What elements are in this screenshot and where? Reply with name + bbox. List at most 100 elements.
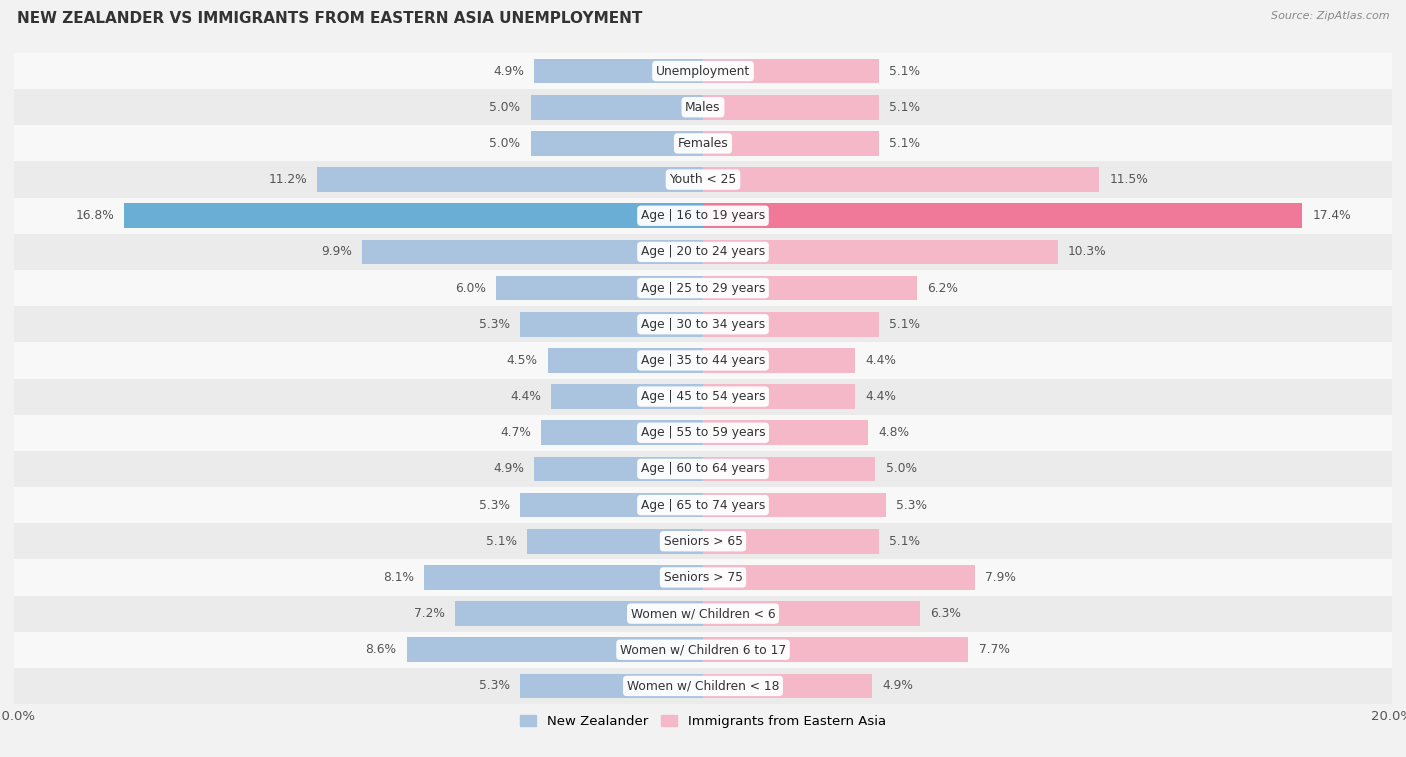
Text: 5.0%: 5.0%: [489, 137, 520, 150]
Bar: [14, 596, 1392, 631]
Text: 6.3%: 6.3%: [931, 607, 962, 620]
Bar: [14, 126, 1392, 161]
Text: Age | 45 to 54 years: Age | 45 to 54 years: [641, 390, 765, 403]
Bar: [14, 53, 1392, 89]
Text: 8.6%: 8.6%: [366, 643, 396, 656]
Bar: [703, 420, 869, 445]
Bar: [703, 348, 855, 372]
Text: Seniors > 75: Seniors > 75: [664, 571, 742, 584]
Text: Females: Females: [678, 137, 728, 150]
Text: 5.1%: 5.1%: [889, 64, 920, 77]
Text: 5.3%: 5.3%: [479, 680, 510, 693]
Bar: [520, 312, 703, 337]
Bar: [124, 204, 703, 228]
Bar: [520, 674, 703, 698]
Bar: [534, 59, 703, 83]
Text: 16.8%: 16.8%: [75, 209, 114, 223]
Text: 4.7%: 4.7%: [501, 426, 531, 439]
Text: Age | 35 to 44 years: Age | 35 to 44 years: [641, 354, 765, 367]
Bar: [703, 131, 879, 156]
Bar: [318, 167, 703, 192]
Bar: [14, 270, 1392, 306]
Bar: [14, 89, 1392, 126]
Text: 4.8%: 4.8%: [879, 426, 910, 439]
Bar: [703, 167, 1099, 192]
Bar: [14, 198, 1392, 234]
Text: Unemployment: Unemployment: [655, 64, 751, 77]
Text: NEW ZEALANDER VS IMMIGRANTS FROM EASTERN ASIA UNEMPLOYMENT: NEW ZEALANDER VS IMMIGRANTS FROM EASTERN…: [17, 11, 643, 26]
Text: 11.5%: 11.5%: [1109, 173, 1149, 186]
Bar: [703, 674, 872, 698]
Legend: New Zealander, Immigrants from Eastern Asia: New Zealander, Immigrants from Eastern A…: [515, 709, 891, 734]
Text: 5.1%: 5.1%: [889, 534, 920, 548]
Text: 5.0%: 5.0%: [886, 463, 917, 475]
Bar: [703, 529, 879, 553]
Bar: [14, 487, 1392, 523]
Text: 7.9%: 7.9%: [986, 571, 1017, 584]
Bar: [14, 415, 1392, 451]
Bar: [14, 342, 1392, 378]
Text: 10.3%: 10.3%: [1069, 245, 1107, 258]
Bar: [496, 276, 703, 301]
Bar: [703, 601, 920, 626]
Bar: [703, 240, 1057, 264]
Bar: [456, 601, 703, 626]
Bar: [703, 565, 976, 590]
Text: Age | 16 to 19 years: Age | 16 to 19 years: [641, 209, 765, 223]
Bar: [703, 95, 879, 120]
Text: 4.9%: 4.9%: [882, 680, 912, 693]
Bar: [527, 529, 703, 553]
Bar: [703, 204, 1302, 228]
Bar: [14, 559, 1392, 596]
Bar: [14, 668, 1392, 704]
Bar: [703, 493, 886, 517]
Bar: [703, 637, 969, 662]
Text: Age | 55 to 59 years: Age | 55 to 59 years: [641, 426, 765, 439]
Text: 7.7%: 7.7%: [979, 643, 1010, 656]
Bar: [534, 456, 703, 481]
Bar: [531, 131, 703, 156]
Bar: [14, 523, 1392, 559]
Text: 4.9%: 4.9%: [494, 463, 524, 475]
Bar: [14, 161, 1392, 198]
Bar: [541, 420, 703, 445]
Bar: [14, 451, 1392, 487]
Text: 6.2%: 6.2%: [927, 282, 957, 294]
Text: Age | 25 to 29 years: Age | 25 to 29 years: [641, 282, 765, 294]
Bar: [703, 385, 855, 409]
Text: 5.3%: 5.3%: [896, 499, 927, 512]
Text: 4.4%: 4.4%: [510, 390, 541, 403]
Text: 5.1%: 5.1%: [889, 137, 920, 150]
Text: 6.0%: 6.0%: [456, 282, 486, 294]
Bar: [14, 234, 1392, 270]
Bar: [703, 59, 879, 83]
Text: 7.2%: 7.2%: [413, 607, 444, 620]
Text: Women w/ Children 6 to 17: Women w/ Children 6 to 17: [620, 643, 786, 656]
Bar: [548, 348, 703, 372]
Text: Age | 30 to 34 years: Age | 30 to 34 years: [641, 318, 765, 331]
Text: 8.1%: 8.1%: [382, 571, 413, 584]
Bar: [14, 631, 1392, 668]
Bar: [361, 240, 703, 264]
Bar: [520, 493, 703, 517]
Text: 5.1%: 5.1%: [889, 101, 920, 114]
Text: Youth < 25: Youth < 25: [669, 173, 737, 186]
Text: 5.1%: 5.1%: [889, 318, 920, 331]
Bar: [425, 565, 703, 590]
Text: Women w/ Children < 6: Women w/ Children < 6: [631, 607, 775, 620]
Text: 11.2%: 11.2%: [269, 173, 307, 186]
Bar: [703, 276, 917, 301]
Bar: [14, 306, 1392, 342]
Bar: [551, 385, 703, 409]
Text: Age | 60 to 64 years: Age | 60 to 64 years: [641, 463, 765, 475]
Text: 4.4%: 4.4%: [865, 390, 896, 403]
Text: 4.5%: 4.5%: [506, 354, 537, 367]
Text: Women w/ Children < 18: Women w/ Children < 18: [627, 680, 779, 693]
Text: Source: ZipAtlas.com: Source: ZipAtlas.com: [1271, 11, 1389, 21]
Text: 17.4%: 17.4%: [1313, 209, 1351, 223]
Text: Age | 20 to 24 years: Age | 20 to 24 years: [641, 245, 765, 258]
Text: 5.0%: 5.0%: [489, 101, 520, 114]
Bar: [406, 637, 703, 662]
Bar: [531, 95, 703, 120]
Text: 5.1%: 5.1%: [486, 534, 517, 548]
